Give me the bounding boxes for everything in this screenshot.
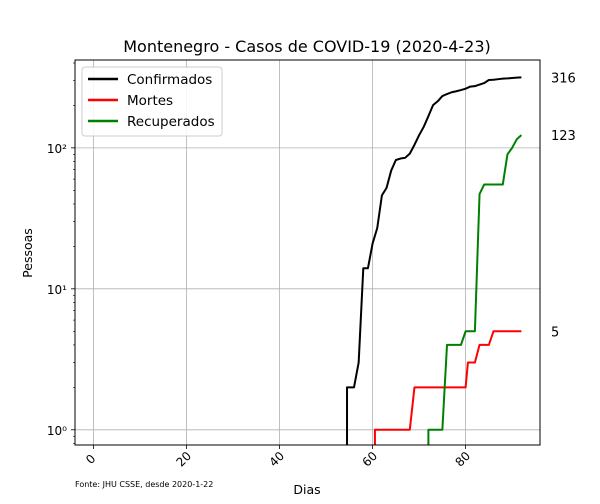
end-label-recuperados: 123 (551, 129, 576, 144)
legend-label-confirmados: Confirmados (127, 72, 212, 88)
series-line-recuperados (427, 134, 523, 445)
series-line-confirmados (346, 76, 522, 445)
series-layer (346, 76, 523, 445)
y-tick-label: 10² (47, 142, 67, 156)
series-line-mortes (373, 330, 522, 445)
x-axis-label: Dias (293, 482, 320, 497)
y-axis-label: Pessoas (20, 228, 35, 278)
chart-title: Montenegro - Casos de COVID-19 (2020-4-2… (123, 37, 491, 56)
source-note: Fonte: JHU CSSE, desde 2020-1-22 (75, 480, 213, 489)
legend-label-mortes: Mortes (127, 93, 173, 109)
y-tick-label: 10⁰ (47, 424, 67, 438)
end-label-mortes: 5 (551, 325, 559, 340)
legend: Confirmados Mortes Recuperados (81, 66, 223, 137)
legend-box (81, 66, 223, 137)
y-tick-label: 10¹ (47, 283, 67, 297)
plot-frame (74, 59, 541, 446)
legend-label-recuperados: Recuperados (127, 114, 215, 130)
end-label-confirmados: 316 (551, 71, 576, 86)
end-labels: 316 5 123 (551, 71, 576, 340)
